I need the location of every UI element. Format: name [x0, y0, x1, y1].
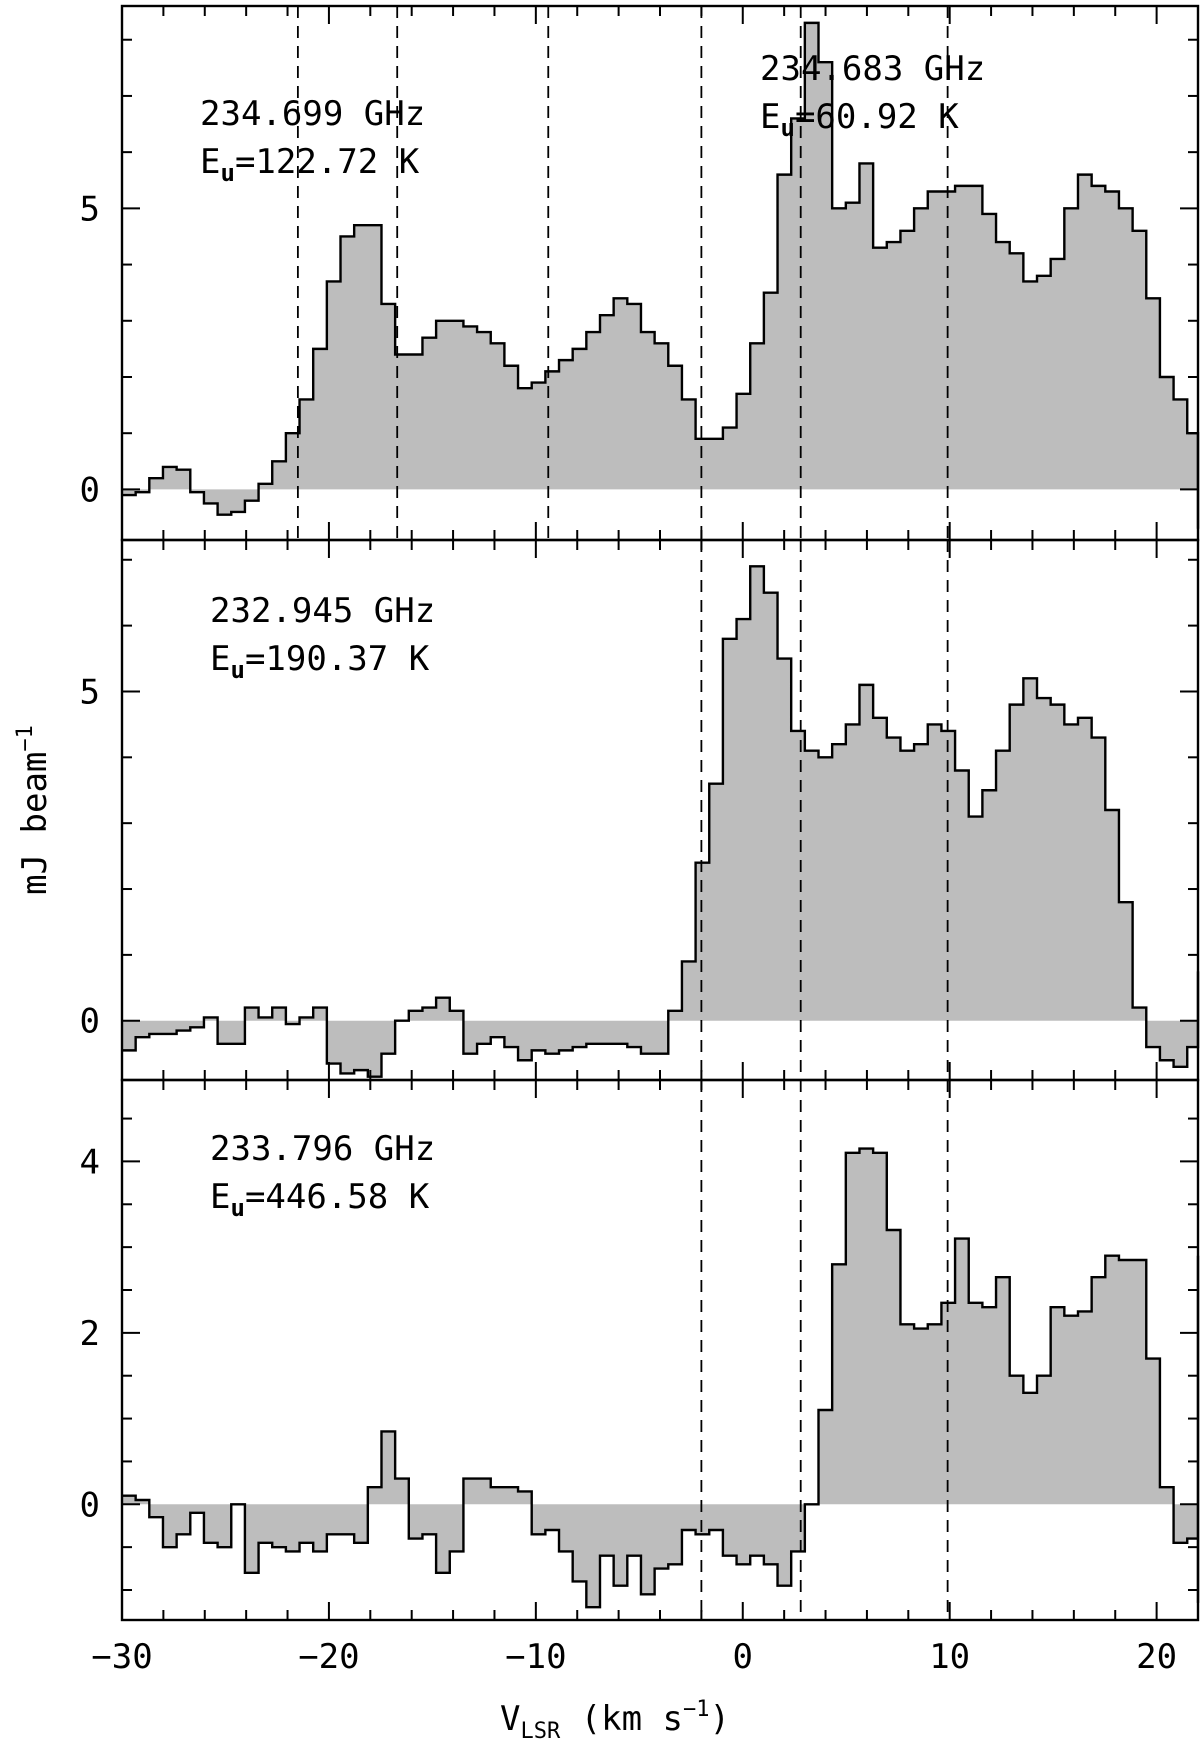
y-tick-label: 5	[80, 672, 100, 712]
upper-energy-label: Eu=446.58 K	[210, 1177, 430, 1222]
spectrum-fill	[122, 566, 1198, 1077]
y-tick-label: 0	[80, 1485, 100, 1525]
panel-1: 0 5 234.699 GHz Eu=122.72 K 234.683 GHz Eu=60…	[80, 4, 1200, 542]
line-frequency-label: 234.683 GHz	[760, 49, 985, 89]
line-frequency-label: 233.796 GHz	[210, 1129, 435, 1169]
x-tick-label: 0	[733, 1637, 753, 1677]
y-axis-title: mJ beam−1	[13, 725, 55, 895]
x-axis-title-exp: −1	[683, 1697, 710, 1722]
line-frequency-label: 234.699 GHz	[200, 94, 425, 134]
y-axis-title-main: mJ beam	[15, 752, 55, 895]
x-axis-title-unit: (km s	[560, 1699, 683, 1739]
upper-energy-label: Eu=190.37 K	[210, 639, 430, 684]
spectrum-line	[122, 21, 1200, 529]
y-tick-label: 5	[80, 189, 100, 229]
y-tick-label: 0	[80, 470, 100, 510]
panel-3: 0 2 4 −30 −20 −10 0 10 20 233.796 GHz Eu=446.58 K	[80, 1078, 1200, 1677]
spectrum-line	[122, 1147, 1200, 1609]
spectrum-fill	[122, 22, 1198, 529]
y-tick-label: 2	[80, 1314, 100, 1354]
x-tick-label: 20	[1136, 1637, 1177, 1677]
upper-energy-label: Eu=60.92 K	[760, 97, 959, 142]
y-axis-title-exp: −1	[13, 725, 38, 752]
spectrum-fill	[122, 1148, 1198, 1608]
x-tick-label: 10	[929, 1637, 970, 1677]
x-tick-label: −20	[298, 1637, 359, 1677]
y-tick-label: 4	[80, 1142, 100, 1182]
x-tick-label: −30	[91, 1637, 152, 1677]
panels: 0 5 234.699 GHz Eu=122.72 K 234.683 GHz Eu=60…	[80, 4, 1200, 1677]
y-tick-label: 0	[80, 1002, 100, 1042]
panel-2: 0 5 232.945 GHz Eu=190.37 K	[80, 538, 1200, 1082]
line-frequency-label: 232.945 GHz	[210, 591, 435, 631]
x-axis-title: VLSR (km s−1)	[500, 1697, 730, 1742]
upper-energy-label: Eu=122.72 K	[200, 142, 420, 187]
x-tick-label: −10	[505, 1637, 566, 1677]
x-axis-title-close: )	[710, 1699, 730, 1739]
x-axis-title-main: V	[500, 1699, 520, 1739]
spectrum-line	[122, 565, 1200, 1078]
x-axis-title-sub: LSR	[520, 1719, 560, 1742]
